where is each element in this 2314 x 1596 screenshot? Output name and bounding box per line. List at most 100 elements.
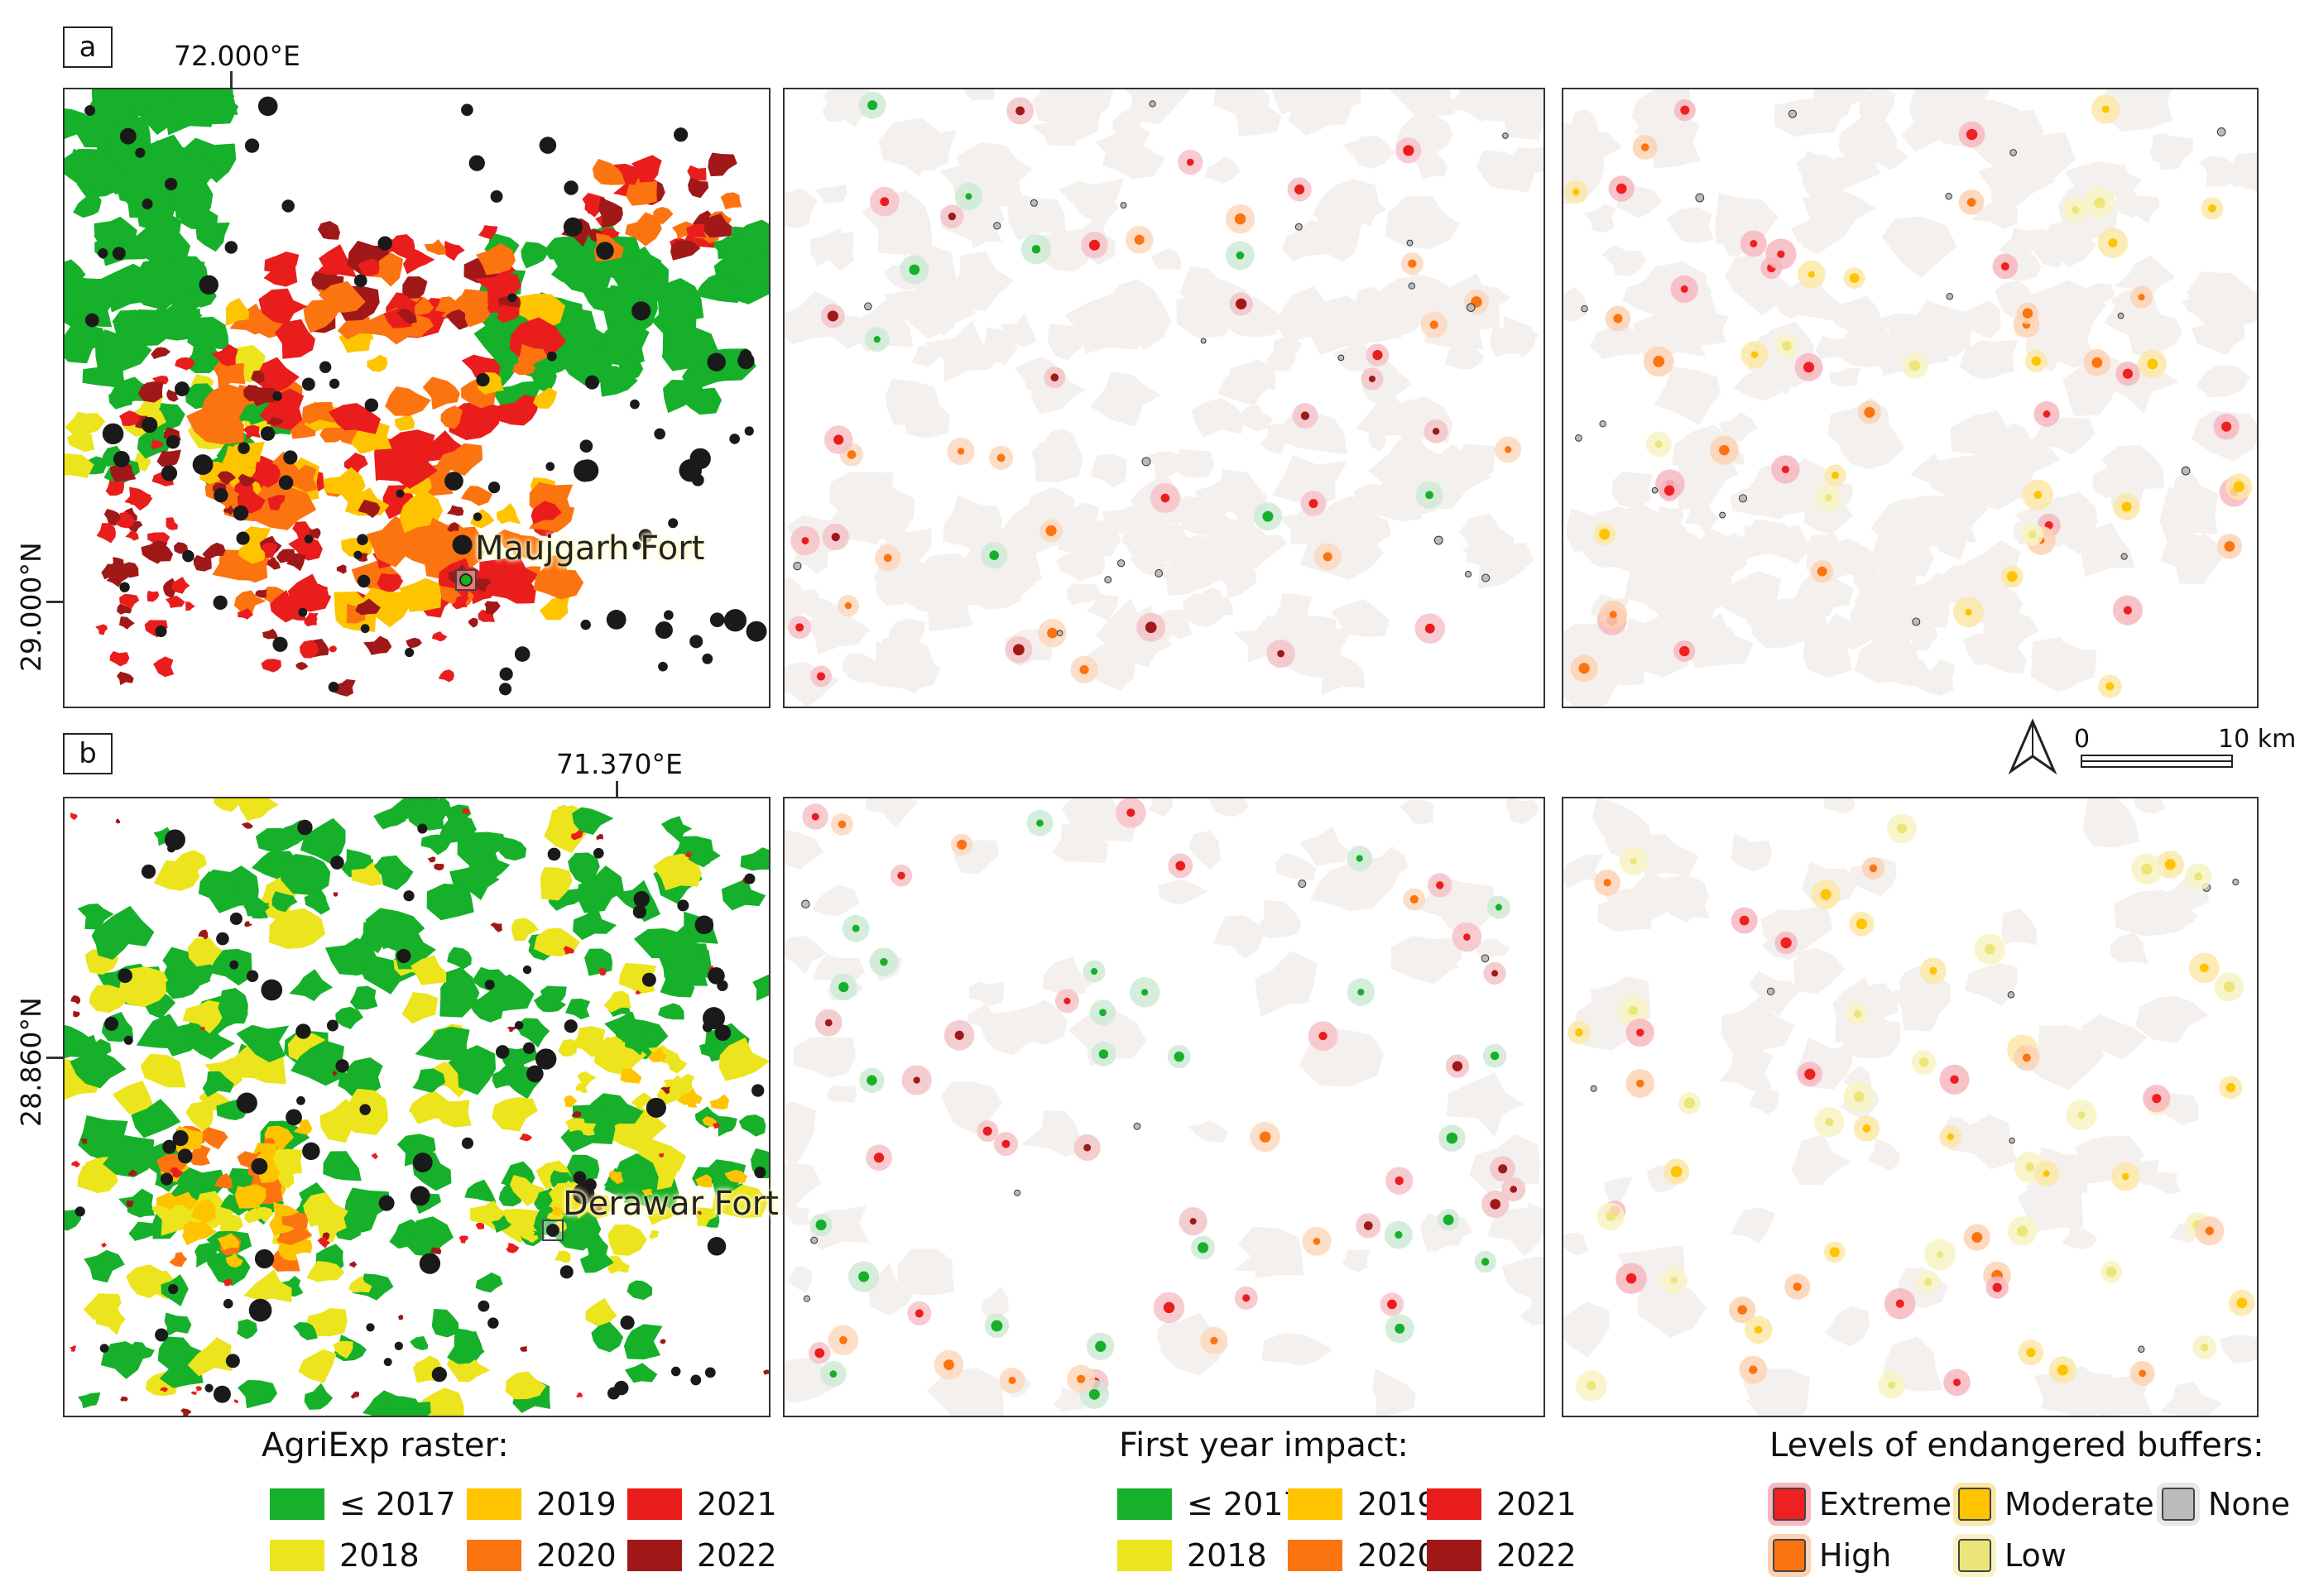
impact-buffer — [957, 448, 965, 455]
endangered-buffer — [1817, 566, 1827, 577]
agriexp-area-2017 — [91, 925, 132, 961]
heritage-site-dot — [84, 313, 99, 328]
agriexp-area-2017 — [572, 807, 614, 835]
agriexp-area-2017 — [735, 219, 769, 260]
heritage-site-dot — [535, 1048, 557, 1070]
heritage-site-dot — [261, 979, 283, 1001]
heritage-site-dot — [364, 398, 379, 412]
endangered-buffer — [1640, 143, 1649, 151]
agriexp-area-2022 — [126, 1200, 134, 1208]
agriexp-area-2017 — [510, 1175, 545, 1206]
longitude-label-a: 72.000°E — [174, 40, 300, 72]
impact-buffer — [1481, 954, 1490, 963]
impact-buffer — [1012, 644, 1025, 656]
background-land — [1031, 119, 1078, 146]
agriexp-area-2017 — [752, 974, 769, 1001]
heritage-site-dot — [353, 274, 367, 288]
background-land — [1825, 295, 1892, 338]
heritage-site-dot — [359, 1104, 371, 1115]
background-land — [1889, 969, 1952, 1032]
agriexp-area-2022 — [430, 1247, 442, 1254]
heritage-site-dot — [98, 248, 108, 259]
heritage-site-dot — [606, 610, 627, 630]
background-land — [1234, 93, 1282, 137]
impact-buffer — [1323, 552, 1332, 562]
endangered-buffer — [1581, 304, 1588, 313]
endangered-buffer — [1888, 1381, 1896, 1389]
endangered-buffer — [2117, 312, 2124, 319]
impact-buffer — [883, 554, 892, 563]
impact-buffer — [1409, 894, 1419, 904]
agriexp-area-2017 — [472, 966, 506, 992]
heritage-site-dot — [490, 190, 503, 203]
heritage-site-dot — [84, 105, 96, 117]
heritage-site-dot — [754, 1167, 766, 1179]
agriexp-area-2021 — [444, 241, 465, 261]
agriexp-area-2022 — [462, 808, 470, 815]
heritage-site-dot — [142, 199, 153, 209]
heritage-site-dot — [478, 1300, 490, 1312]
heritage-site-dot — [514, 1021, 524, 1030]
agriexp-area-2017 — [540, 867, 573, 901]
background-land — [1908, 621, 1938, 651]
agriexp-area-2022 — [217, 471, 237, 486]
agriexp-area-2022 — [73, 1010, 80, 1018]
agriexp-area-2021 — [708, 152, 737, 177]
heritage-site-dot — [638, 529, 653, 543]
agriexp-area-2022 — [314, 583, 329, 597]
impact-buffer — [1259, 1131, 1271, 1143]
background-land — [1423, 303, 1484, 349]
impact-buffer — [1036, 819, 1044, 827]
background-land — [1893, 522, 1948, 561]
agriexp-area-2019 — [200, 1127, 228, 1150]
heritage-site-dot — [632, 541, 641, 550]
impact-buffer — [864, 302, 872, 311]
agriexp-area-2022 — [244, 921, 253, 927]
agriexp-area-2017 — [202, 1071, 234, 1097]
agriexp-area-2021 — [592, 159, 627, 185]
agriexp-area-2021 — [317, 221, 340, 240]
background-land — [1745, 608, 1782, 630]
agriexp-area-2018 — [554, 1250, 571, 1263]
agriexp-area-2017 — [168, 180, 214, 210]
agriexp-area-2017 — [185, 1101, 214, 1133]
heritage-site-dot — [573, 1182, 595, 1205]
endangered-buffer — [2121, 501, 2132, 512]
buffers-legend-title: Levels of endangered buffers: — [1769, 1426, 2264, 1464]
agriexp-area-2017 — [658, 1003, 684, 1020]
impact-buffer — [827, 310, 838, 322]
agriexp-area-2020 — [367, 354, 388, 372]
background-land — [1563, 286, 1587, 322]
first-year-legend-label-1: 2019 — [1357, 1486, 1438, 1522]
agriexp-area-2018 — [600, 1036, 623, 1056]
agriexp-area-2022 — [137, 381, 164, 403]
heritage-site-dot — [431, 1366, 448, 1383]
heritage-site-dot — [119, 582, 130, 592]
heritage-site-dot — [632, 905, 647, 919]
endangered-buffer — [2208, 204, 2216, 213]
background-land — [2062, 1224, 2098, 1249]
agriexp-area-2017 — [721, 878, 766, 911]
agriexp-area-2017 — [577, 865, 624, 913]
impact-buffer — [1149, 100, 1156, 108]
agriexp-area-2017 — [77, 1392, 101, 1409]
agriexp-area-2020 — [218, 553, 242, 570]
agriexp-area-2022 — [261, 659, 281, 673]
agriexp-area-2017 — [103, 1133, 155, 1177]
heritage-site-dot — [233, 505, 249, 521]
agriexp-area-2021 — [319, 244, 357, 280]
impact-buffer — [1234, 213, 1246, 225]
heritage-site-dot — [476, 372, 490, 387]
agriexp-area-2017 — [130, 1341, 155, 1360]
agriexp-area-2017 — [430, 798, 451, 821]
agriexp-area-2022 — [115, 562, 139, 578]
agriexp-legend-swatch-2 — [627, 1488, 682, 1520]
agriexp-area-2017 — [112, 1081, 156, 1114]
agriexp-legend-label-0: ≤ 2017 — [339, 1486, 456, 1522]
background-land — [1188, 1119, 1228, 1143]
background-land — [1677, 452, 1732, 510]
background-land — [2082, 798, 2139, 848]
agriexp-area-2022 — [251, 460, 281, 488]
agriexp-area-2022 — [452, 595, 469, 610]
background-land — [1260, 423, 1296, 454]
